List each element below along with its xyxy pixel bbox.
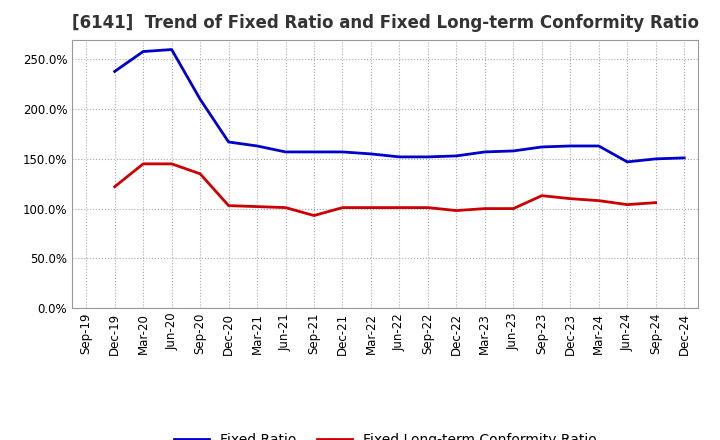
Fixed Ratio xyxy=(595,143,603,149)
Fixed Ratio xyxy=(537,144,546,150)
Fixed Long-term Conformity Ratio xyxy=(167,161,176,166)
Fixed Ratio xyxy=(452,153,461,158)
Fixed Long-term Conformity Ratio xyxy=(480,206,489,211)
Fixed Ratio xyxy=(480,149,489,154)
Fixed Ratio xyxy=(310,149,318,154)
Fixed Long-term Conformity Ratio xyxy=(282,205,290,210)
Fixed Long-term Conformity Ratio xyxy=(652,200,660,205)
Fixed Ratio xyxy=(110,69,119,74)
Fixed Long-term Conformity Ratio xyxy=(509,206,518,211)
Fixed Long-term Conformity Ratio xyxy=(423,205,432,210)
Fixed Long-term Conformity Ratio xyxy=(338,205,347,210)
Title: [6141]  Trend of Fixed Ratio and Fixed Long-term Conformity Ratio: [6141] Trend of Fixed Ratio and Fixed Lo… xyxy=(72,15,698,33)
Fixed Ratio xyxy=(566,143,575,149)
Fixed Ratio xyxy=(196,97,204,102)
Fixed Ratio xyxy=(652,156,660,161)
Fixed Long-term Conformity Ratio xyxy=(623,202,631,207)
Fixed Ratio xyxy=(366,151,375,157)
Fixed Ratio xyxy=(139,49,148,54)
Fixed Long-term Conformity Ratio xyxy=(395,205,404,210)
Fixed Ratio xyxy=(423,154,432,160)
Line: Fixed Ratio: Fixed Ratio xyxy=(114,50,684,162)
Fixed Long-term Conformity Ratio xyxy=(310,213,318,218)
Fixed Ratio xyxy=(680,155,688,161)
Fixed Long-term Conformity Ratio xyxy=(139,161,148,166)
Fixed Long-term Conformity Ratio xyxy=(110,184,119,189)
Legend: Fixed Ratio, Fixed Long-term Conformity Ratio: Fixed Ratio, Fixed Long-term Conformity … xyxy=(168,428,602,440)
Fixed Ratio xyxy=(282,149,290,154)
Line: Fixed Long-term Conformity Ratio: Fixed Long-term Conformity Ratio xyxy=(114,164,656,216)
Fixed Long-term Conformity Ratio xyxy=(225,203,233,208)
Fixed Ratio xyxy=(623,159,631,165)
Fixed Ratio xyxy=(225,139,233,145)
Fixed Long-term Conformity Ratio xyxy=(366,205,375,210)
Fixed Ratio xyxy=(253,143,261,149)
Fixed Long-term Conformity Ratio xyxy=(595,198,603,203)
Fixed Ratio xyxy=(338,149,347,154)
Fixed Ratio xyxy=(167,47,176,52)
Fixed Ratio xyxy=(509,148,518,154)
Fixed Long-term Conformity Ratio xyxy=(196,171,204,176)
Fixed Long-term Conformity Ratio xyxy=(566,196,575,201)
Fixed Ratio xyxy=(395,154,404,160)
Fixed Long-term Conformity Ratio xyxy=(253,204,261,209)
Fixed Long-term Conformity Ratio xyxy=(452,208,461,213)
Fixed Long-term Conformity Ratio xyxy=(537,193,546,198)
